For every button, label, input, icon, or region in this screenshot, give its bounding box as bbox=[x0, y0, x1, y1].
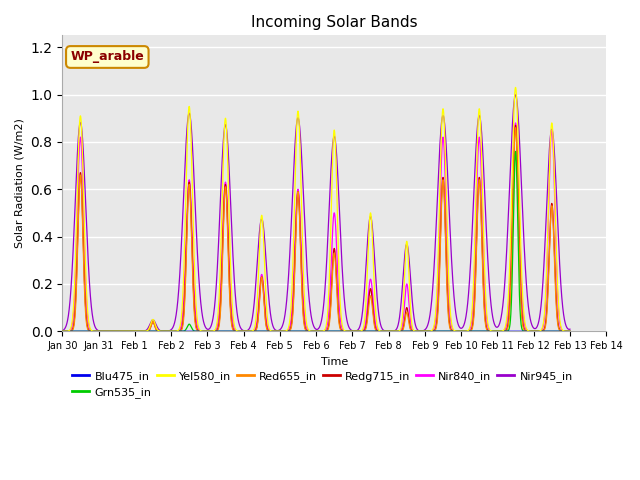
X-axis label: Time: Time bbox=[321, 357, 348, 367]
Legend: Blu475_in, Grn535_in, Yel580_in, Red655_in, Redg715_in, Nir840_in, Nir945_in: Blu475_in, Grn535_in, Yel580_in, Red655_… bbox=[68, 366, 577, 403]
Title: Incoming Solar Bands: Incoming Solar Bands bbox=[251, 15, 417, 30]
Y-axis label: Solar Radiation (W/m2): Solar Radiation (W/m2) bbox=[15, 119, 25, 248]
Text: WP_arable: WP_arable bbox=[70, 50, 144, 63]
